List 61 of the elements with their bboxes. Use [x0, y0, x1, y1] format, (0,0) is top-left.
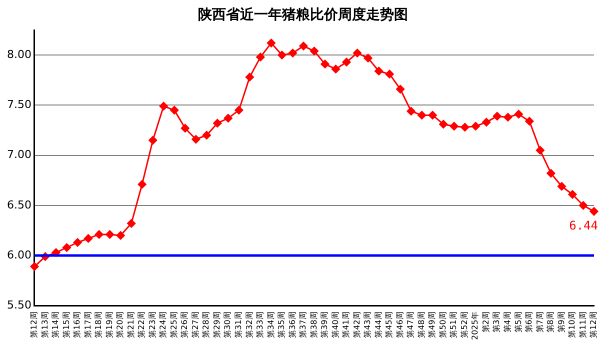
x-tick-label: 第12周 — [589, 312, 598, 338]
x-tick-label: 第44周 — [374, 312, 383, 338]
y-tick-label: 5.50 — [6, 298, 32, 312]
x-tick-label: 第23周 — [148, 312, 157, 338]
x-tick-label: 第25周 — [169, 312, 178, 338]
x-tick-label: 第9周 — [556, 312, 566, 333]
x-tick-label: 第48周 — [416, 312, 426, 338]
y-tick-label: 7.50 — [6, 98, 32, 112]
x-tick-label: 第7周 — [535, 312, 544, 333]
x-tick-label: 第27周 — [190, 312, 200, 338]
x-tick-label: 第51周 — [449, 312, 458, 338]
x-tick-label: 第36周 — [288, 312, 297, 338]
data-label: 6.44 — [569, 218, 598, 233]
x-tick-label: 第2周 — [481, 312, 490, 333]
x-tick-label: 第4周 — [503, 312, 512, 333]
x-tick-label: 第3周 — [492, 312, 502, 333]
x-tick-label: 第42周 — [352, 312, 362, 338]
x-tick-label: 第31周 — [234, 312, 244, 338]
x-tick-label: 第37周 — [298, 312, 308, 338]
x-tick-label: 第46周 — [395, 312, 404, 338]
x-tick-label: 第30周 — [223, 312, 232, 338]
x-tick-label: 第32周 — [244, 312, 254, 338]
x-tick-label: 第28周 — [202, 312, 211, 338]
x-tick-label: 第40周 — [330, 312, 340, 338]
x-tick-label: 第15周 — [62, 312, 71, 338]
x-tick-label: 第5周 — [514, 312, 523, 333]
x-tick-label: 第43周 — [363, 312, 372, 338]
x-tick-label: 2025年 — [470, 312, 480, 340]
x-tick-label: 第38周 — [309, 312, 318, 338]
x-tick-label: 第50周 — [438, 312, 448, 338]
x-tick-label: 第24周 — [158, 312, 168, 338]
x-tick-label: 第33周 — [256, 312, 265, 338]
chart-title: 陕西省近一年猪粮比价周度走势图 — [197, 6, 409, 24]
x-tick-label: 第29周 — [212, 312, 222, 338]
x-tick-label: 第19周 — [104, 312, 114, 338]
x-tick-label: 第21周 — [126, 312, 136, 338]
x-tick-label: 第45周 — [384, 312, 394, 338]
x-tick-label: 第35周 — [277, 312, 286, 338]
x-tick-label: 第52周 — [460, 312, 469, 338]
x-tick-label: 第17周 — [83, 312, 92, 338]
x-tick-label: 第47周 — [406, 312, 416, 338]
x-tick-label: 第18周 — [94, 312, 104, 338]
x-tick-label: 第14周 — [51, 312, 60, 338]
y-tick-label: 6.00 — [6, 248, 32, 262]
x-tick-label: 第16周 — [72, 312, 82, 338]
x-tick-label: 第41周 — [342, 312, 351, 338]
x-tick-label: 第11周 — [578, 312, 588, 338]
y-tick-label: 8.00 — [6, 48, 32, 61]
y-tick-label: 6.50 — [6, 198, 32, 212]
x-tick-label: 第20周 — [116, 312, 125, 338]
x-tick-label: 第34周 — [266, 312, 276, 338]
x-tick-label: 第26周 — [180, 312, 190, 338]
x-tick-label: 第8周 — [546, 312, 556, 333]
x-tick-label: 第6周 — [524, 312, 534, 333]
x-tick-label: 第22周 — [137, 312, 146, 338]
x-tick-label: 第10周 — [568, 312, 577, 338]
x-tick-label: 第13周 — [40, 312, 50, 338]
x-tick-label: 第12周 — [30, 312, 39, 338]
x-tick-label: 第39周 — [320, 312, 330, 338]
x-tick-label: 第49周 — [428, 312, 437, 338]
y-tick-label: 7.00 — [6, 148, 32, 162]
